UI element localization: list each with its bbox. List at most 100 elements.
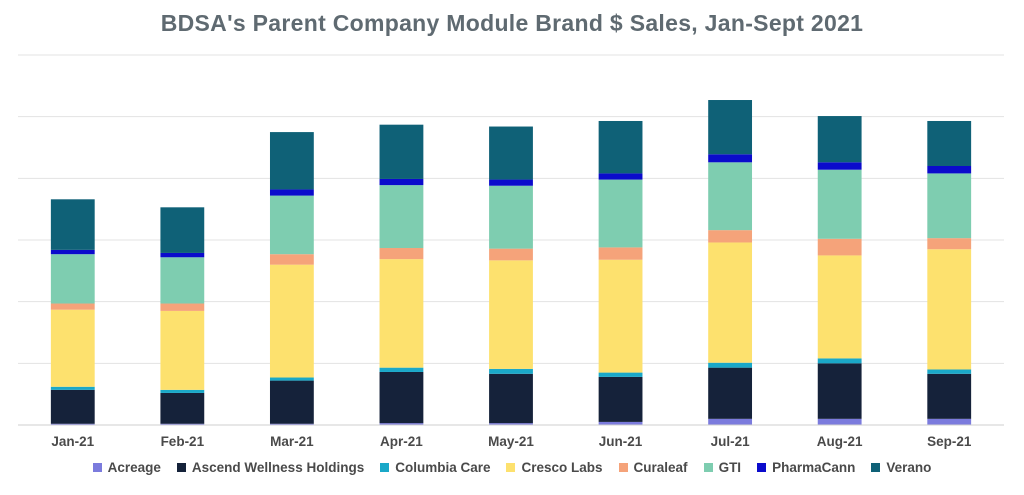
legend-swatch	[92, 463, 102, 472]
bar-segment-gti-aug-21	[817, 169, 862, 239]
legend-item: Columbia Care	[380, 460, 490, 475]
legend-label: Curaleaf	[633, 460, 688, 475]
bar-segment-verano-jan-21	[50, 199, 95, 250]
bar-segment-acreage-may-21	[489, 423, 533, 425]
bar-segment-cresco-labs-feb-21	[160, 310, 205, 390]
legend-swatch	[506, 463, 516, 472]
bar-segment-acreage-jan-21	[50, 423, 95, 425]
x-tick-label: Sep-21	[927, 434, 972, 449]
bar-segment-gti-apr-21	[379, 185, 424, 249]
x-tick-label: Apr-21	[380, 434, 423, 449]
bar-segment-cresco-labs-jun-21	[598, 259, 643, 373]
x-tick-label: Mar-21	[270, 434, 314, 449]
bar-segment-acreage-jun-21	[598, 421, 643, 425]
chart-title: BDSA's Parent Company Module Brand $ Sal…	[160, 10, 864, 36]
bar-segment-pharmacann-may-21	[489, 179, 533, 186]
bar-segment-cresco-labs-apr-21	[379, 259, 424, 368]
bar-segment-gti-jun-21	[598, 179, 643, 248]
bar-segment-verano-may-21	[489, 126, 533, 180]
bar-segment-ascend-wellness-holdings-apr-21	[379, 371, 424, 424]
bar-segment-ascend-wellness-holdings-jul-21	[708, 367, 753, 419]
bar-segment-cresco-labs-jul-21	[708, 242, 753, 363]
bar-segment-ascend-wellness-holdings-aug-21	[817, 363, 862, 419]
bar-segment-ascend-wellness-holdings-sep-21	[927, 373, 972, 419]
legend-label: Cresco Labs	[521, 460, 603, 475]
bar-segment-ascend-wellness-holdings-feb-21	[160, 392, 205, 424]
bar-segment-ascend-wellness-holdings-jan-21	[50, 389, 95, 424]
x-axis-labels: Jan-21 Feb-21 Mar-21 Apr-21 May-21 Jun-21 Jul-…	[51, 434, 971, 449]
bar-segment-verano-feb-21	[160, 207, 205, 253]
bar-segment-gti-may-21	[489, 185, 533, 249]
x-tick-label: Feb-21	[161, 434, 205, 449]
bar-segment-verano-aug-21	[817, 116, 862, 163]
bar-segment-cresco-labs-mar-21	[269, 264, 314, 378]
x-tick-label: Jun-21	[599, 434, 643, 449]
bar-segment-acreage-feb-21	[160, 423, 205, 425]
legend-label: PharmaCann	[772, 460, 856, 475]
chart-plot: Jan-21 Feb-21 Mar-21 Apr-21 May-21 Jun-21 Jul-…	[18, 54, 1004, 449]
legend-item: PharmaCann	[757, 460, 855, 475]
legend-label: GTI	[718, 460, 742, 475]
bar-segment-pharmacann-apr-21	[379, 178, 424, 186]
bar-segment-curaleaf-jun-21	[598, 247, 643, 260]
legend-label: Columbia Care	[395, 460, 491, 475]
bar-segment-verano-apr-21	[379, 124, 424, 179]
bar-segment-pharmacann-mar-21	[269, 189, 314, 196]
bar-segment-cresco-labs-jan-21	[50, 309, 95, 387]
bar-segment-gti-jul-21	[708, 162, 753, 231]
legend-item: Ascend Wellness Holdings	[176, 460, 364, 475]
bar-segment-columbia-care-sep-21	[927, 369, 972, 374]
bar-segment-columbia-care-feb-21	[160, 389, 205, 393]
bar-segment-ascend-wellness-holdings-mar-21	[269, 380, 314, 424]
legend: Acreage Ascend Wellness Holdings Columbia …	[0, 460, 1024, 475]
legend-swatch	[618, 463, 628, 472]
bar-segment-curaleaf-jan-21	[50, 303, 95, 310]
bar-segment-curaleaf-jul-21	[708, 230, 753, 243]
bar-segment-curaleaf-may-21	[489, 248, 533, 261]
legend-item: Curaleaf	[618, 460, 688, 475]
legend-label: Verano	[886, 460, 932, 475]
legend-item: GTI	[703, 460, 742, 475]
legend-swatch	[176, 463, 186, 472]
bar-segment-columbia-care-apr-21	[379, 367, 424, 372]
bar-segment-cresco-labs-may-21	[489, 260, 533, 369]
bar-segment-columbia-care-jul-21	[708, 362, 753, 368]
legend-item: Cresco Labs	[506, 460, 603, 475]
legend-label: Acreage	[107, 460, 161, 475]
legend-swatch	[871, 463, 881, 472]
bar-segment-ascend-wellness-holdings-may-21	[489, 373, 533, 424]
x-tick-label: May-21	[488, 434, 534, 449]
legend-item: Acreage	[92, 460, 161, 475]
bar-segment-cresco-labs-sep-21	[927, 249, 972, 370]
bar-segment-curaleaf-mar-21	[269, 254, 314, 265]
bar-segment-gti-sep-21	[927, 173, 972, 239]
bar-segment-acreage-apr-21	[379, 423, 424, 425]
bar-segment-columbia-care-jan-21	[50, 386, 95, 390]
x-tick-label: Jan-21	[51, 434, 94, 449]
bar-segment-columbia-care-jun-21	[598, 372, 643, 377]
bar-segment-curaleaf-feb-21	[160, 303, 205, 311]
legend-item: Verano	[871, 460, 931, 475]
bar-segment-acreage-aug-21	[817, 418, 862, 425]
bar-segment-curaleaf-aug-21	[817, 238, 862, 256]
bar-segment-columbia-care-aug-21	[817, 358, 862, 364]
bar-segment-columbia-care-mar-21	[269, 377, 314, 381]
bar-segment-pharmacann-jun-21	[598, 173, 643, 180]
legend-swatch	[380, 463, 390, 472]
bar-segment-gti-jan-21	[50, 254, 95, 304]
bar-segment-gti-mar-21	[269, 195, 314, 255]
bar-segment-columbia-care-may-21	[489, 368, 533, 374]
bar-segment-gti-feb-21	[160, 257, 205, 304]
bar-segment-verano-jun-21	[598, 120, 643, 174]
bar-segment-acreage-jul-21	[708, 418, 753, 425]
bars	[50, 100, 972, 425]
bar-segment-verano-sep-21	[927, 120, 972, 166]
bar-segment-verano-jul-21	[708, 100, 753, 155]
bar-segment-pharmacann-jan-21	[50, 249, 95, 255]
bar-segment-ascend-wellness-holdings-jun-21	[598, 376, 643, 422]
legend-swatch	[703, 463, 713, 472]
bar-segment-cresco-labs-aug-21	[817, 255, 862, 359]
bar-segment-pharmacann-feb-21	[160, 252, 205, 258]
bar-segment-pharmacann-aug-21	[817, 162, 862, 170]
bar-segment-acreage-mar-21	[269, 423, 314, 425]
